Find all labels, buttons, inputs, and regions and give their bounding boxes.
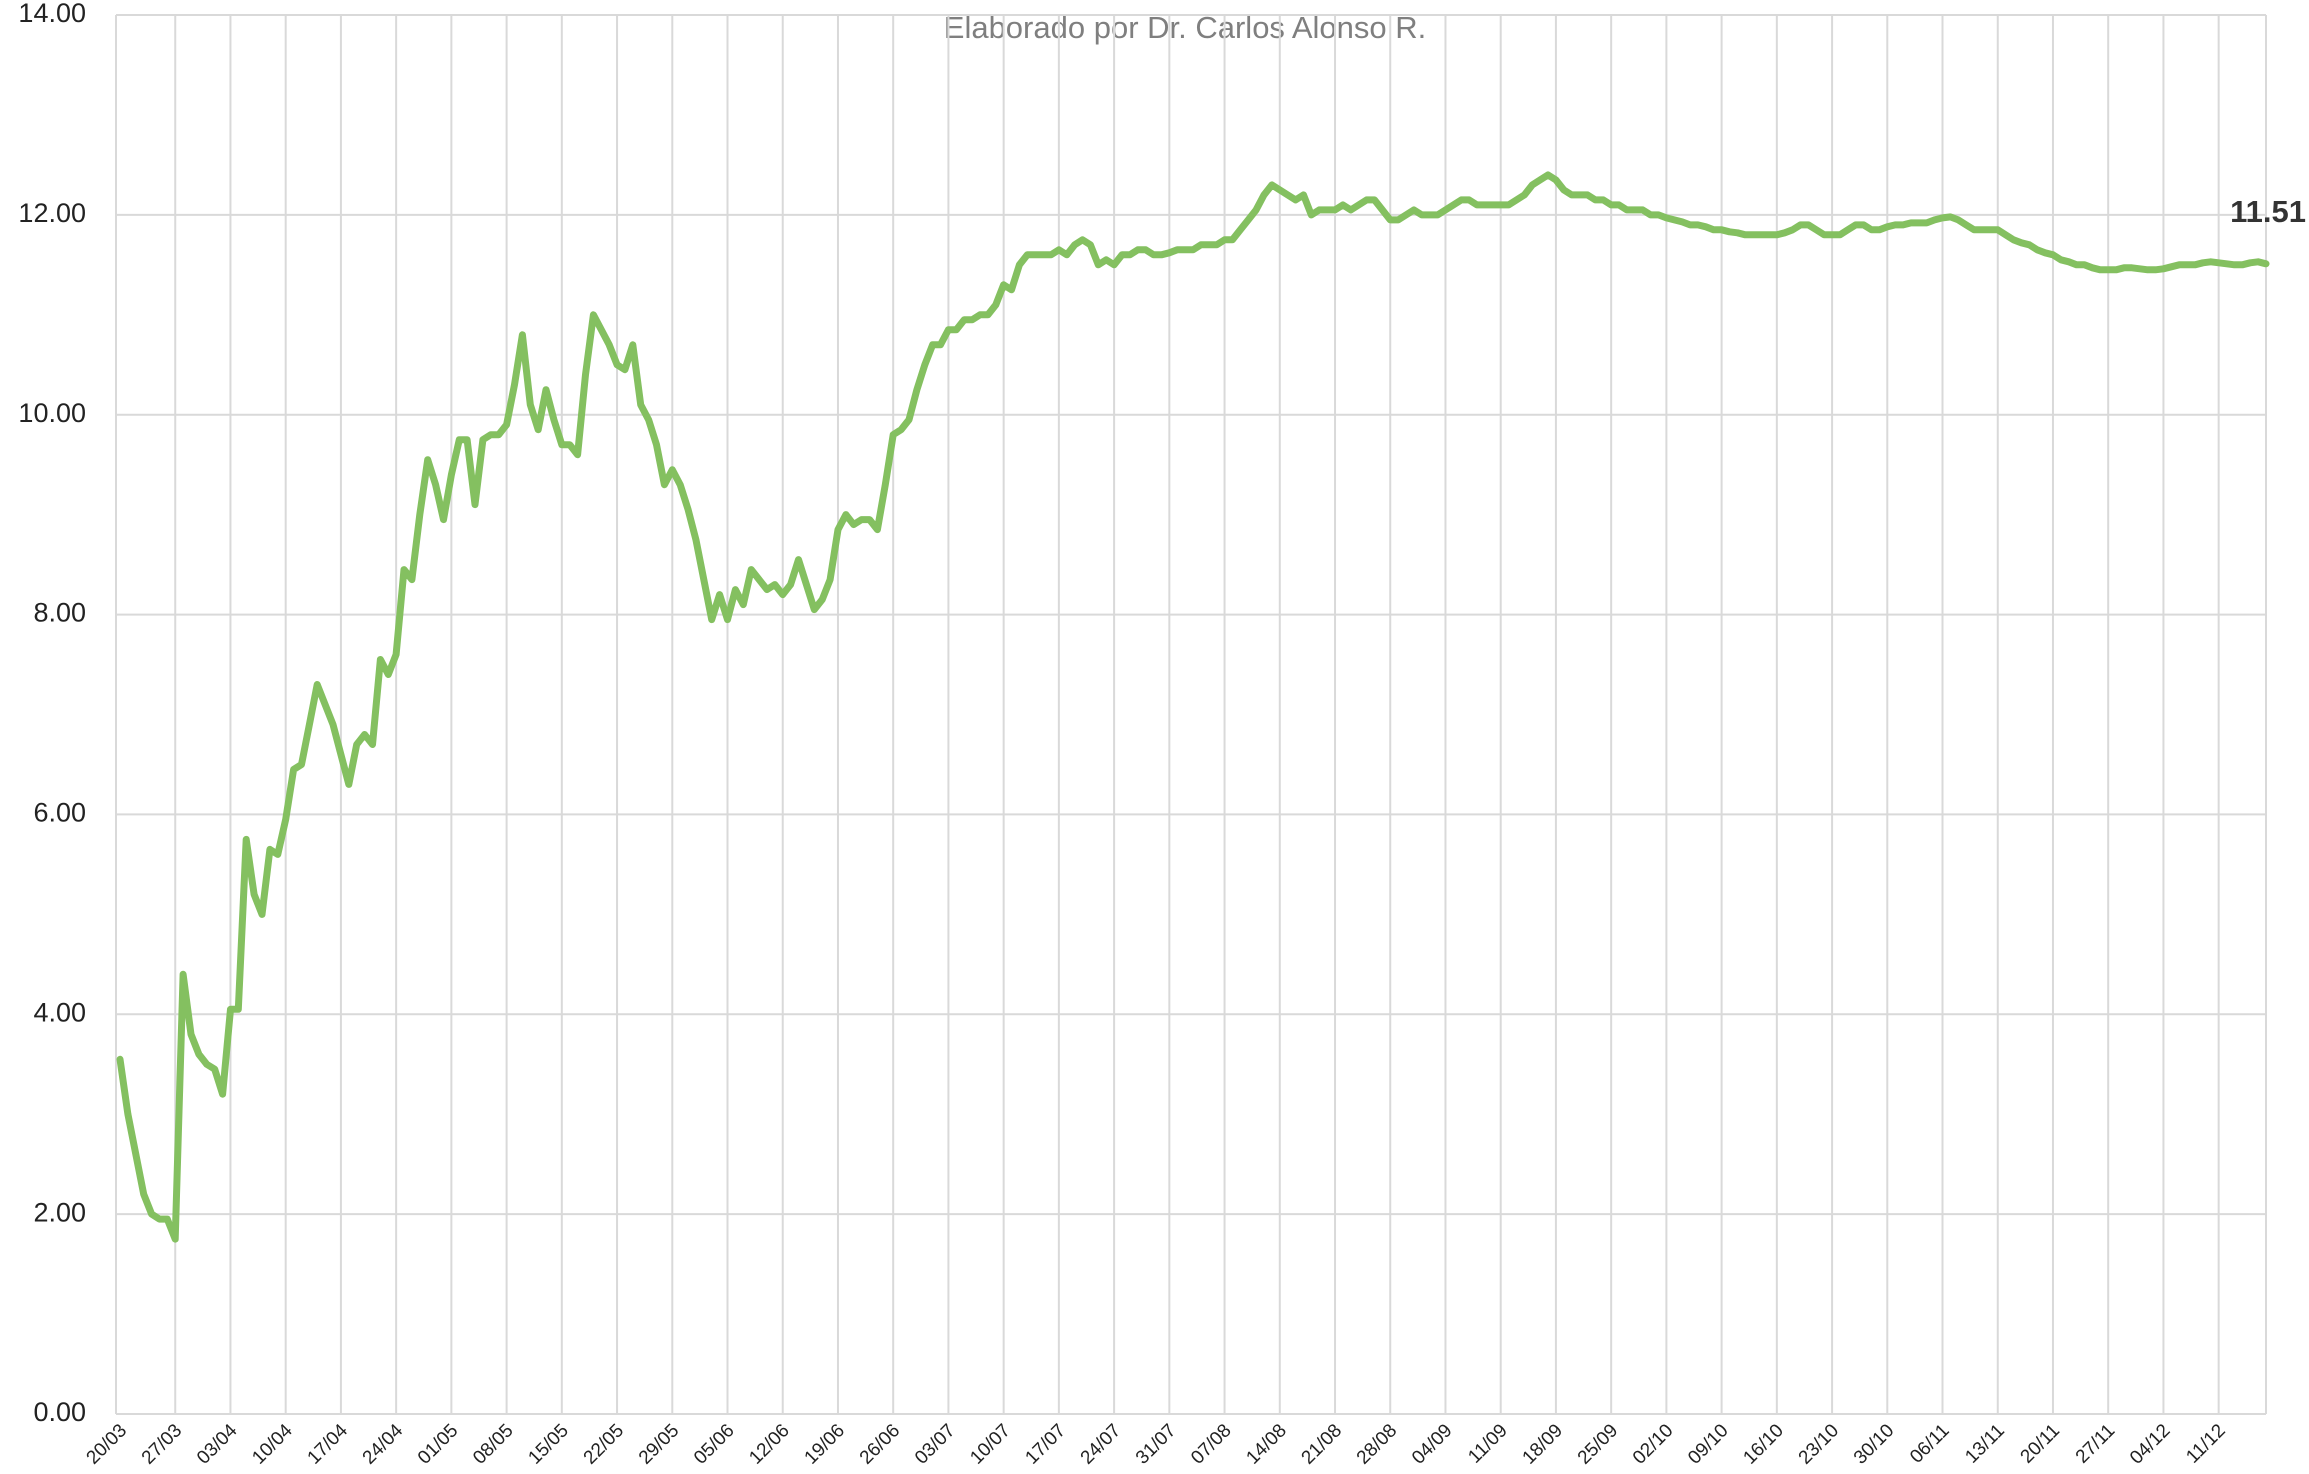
x-tick-label: 04/09: [1408, 1420, 1456, 1468]
x-tick-label: 03/04: [193, 1420, 242, 1469]
x-tick-label: 27/11: [2072, 1420, 2119, 1467]
x-tick-label: 12/06: [745, 1420, 793, 1468]
x-tick-label: 14/08: [1242, 1420, 1290, 1468]
x-tick-label: 07/08: [1187, 1420, 1235, 1468]
data-line: [116, 171, 2270, 1243]
x-tick-label: 19/06: [801, 1420, 849, 1468]
x-tick-label: 31/07: [1132, 1420, 1180, 1468]
x-tick-label: 06/11: [1906, 1420, 1953, 1467]
x-tick-label: 10/07: [966, 1420, 1014, 1468]
x-tick-label: 29/05: [635, 1420, 683, 1468]
y-tick-label: 10.00: [18, 398, 86, 428]
x-tick-label: 09/10: [1684, 1420, 1732, 1468]
x-tick-label: 26/06: [856, 1420, 904, 1468]
annotation: 11.51: [2230, 194, 2306, 229]
x-tick-label: 20/03: [83, 1420, 131, 1468]
x-tick-label: 01/05: [414, 1420, 462, 1468]
x-tick-label: 08/05: [469, 1420, 517, 1468]
x-tick-label: 30/10: [1850, 1420, 1898, 1468]
chart-subtitle: Elaborado por Dr. Carlos Alonso R.: [944, 10, 1426, 45]
x-tick-label: 20/11: [2017, 1420, 2064, 1467]
x-tick-label: 17/04: [304, 1420, 353, 1469]
y-tick-label: 4.00: [33, 997, 86, 1027]
x-tick-label: 10/04: [248, 1420, 297, 1469]
x-tick-label: 17/07: [1021, 1420, 1069, 1468]
y-tick-label: 14.00: [18, 0, 86, 28]
x-tick-label: 16/10: [1739, 1420, 1787, 1468]
x-tick-label: 23/10: [1795, 1420, 1843, 1468]
x-tick-label: 11/12: [2182, 1420, 2229, 1467]
x-tick-label: 27/03: [138, 1420, 186, 1468]
x-tick-label: 03/07: [911, 1420, 959, 1468]
y-tick-label: 8.00: [33, 598, 86, 628]
x-tick-label: 24/04: [359, 1420, 408, 1469]
x-tick-label: 05/06: [690, 1420, 738, 1468]
x-tick-label: 11/09: [1464, 1420, 1511, 1467]
x-tick-label: 28/08: [1353, 1420, 1401, 1468]
x-tick-label: 13/11: [1961, 1420, 2008, 1467]
x-tick-label: 24/07: [1077, 1420, 1125, 1468]
x-tick-label: 02/10: [1629, 1420, 1677, 1468]
x-tick-label: 18/09: [1519, 1420, 1567, 1468]
y-tick-label: 12.00: [18, 198, 86, 228]
x-tick-label: 22/05: [580, 1420, 628, 1468]
y-tick-label: 0.00: [33, 1397, 86, 1427]
y-tick-label: 2.00: [33, 1197, 86, 1227]
x-tick-label: 04/12: [2126, 1420, 2174, 1468]
y-tick-label: 6.00: [33, 798, 86, 828]
x-tick-label: 25/09: [1574, 1420, 1622, 1468]
x-tick-label: 15/05: [524, 1420, 572, 1468]
x-tick-label: 21/08: [1298, 1420, 1346, 1468]
